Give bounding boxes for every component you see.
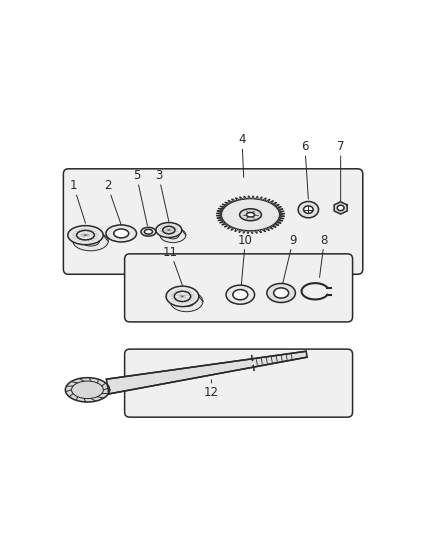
Text: 12: 12 [203,379,219,399]
Ellipse shape [297,201,318,218]
Ellipse shape [141,227,155,236]
Ellipse shape [273,288,288,298]
Text: 4: 4 [238,133,245,177]
Ellipse shape [106,225,136,242]
Text: 8: 8 [319,234,327,277]
Ellipse shape [221,199,279,231]
Ellipse shape [144,229,152,234]
Ellipse shape [166,231,179,239]
Text: 9: 9 [282,234,296,283]
Text: 2: 2 [104,179,121,225]
Polygon shape [106,351,307,394]
Ellipse shape [178,296,194,306]
Text: 11: 11 [162,246,182,286]
Ellipse shape [266,284,295,303]
Text: 10: 10 [237,234,252,285]
Ellipse shape [336,205,343,211]
Ellipse shape [77,230,94,240]
Polygon shape [65,378,110,402]
Ellipse shape [239,209,261,221]
FancyBboxPatch shape [124,349,352,417]
Ellipse shape [162,227,175,234]
Ellipse shape [226,285,254,304]
Ellipse shape [113,229,128,238]
Ellipse shape [166,286,198,306]
Text: 1: 1 [70,179,85,223]
FancyBboxPatch shape [124,254,352,322]
Ellipse shape [174,291,190,302]
Polygon shape [216,196,284,233]
FancyBboxPatch shape [63,169,362,274]
Text: 5: 5 [133,169,147,225]
Ellipse shape [303,206,312,213]
Ellipse shape [170,291,202,312]
Ellipse shape [159,228,185,243]
Text: 3: 3 [155,169,169,222]
Text: 6: 6 [300,140,308,199]
Ellipse shape [246,213,254,217]
Ellipse shape [81,237,99,246]
Ellipse shape [155,223,181,238]
Ellipse shape [67,225,103,245]
Ellipse shape [232,289,247,300]
Polygon shape [333,202,346,214]
Text: 7: 7 [336,140,344,201]
Ellipse shape [73,232,108,251]
